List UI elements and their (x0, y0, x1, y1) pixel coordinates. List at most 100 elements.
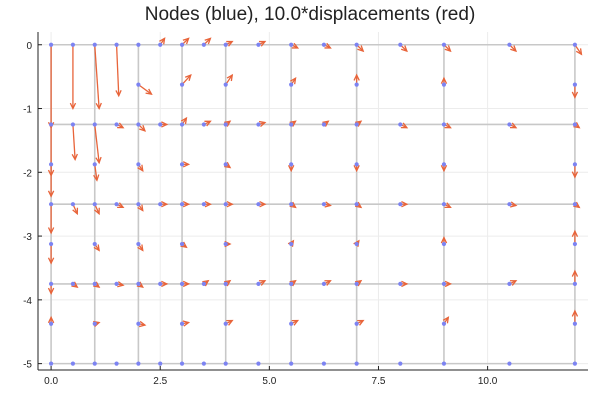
node-point (179, 281, 185, 287)
node-point (256, 281, 261, 287)
node-point (114, 361, 119, 366)
arrow-head (571, 229, 579, 237)
arrow-head (571, 171, 579, 179)
node-point (572, 281, 578, 287)
node-point (321, 202, 327, 207)
arrow-head (180, 241, 188, 249)
node-point (158, 281, 163, 287)
node-point (223, 202, 228, 207)
arrow-head (47, 257, 55, 265)
node-point (398, 202, 403, 207)
node-point (256, 42, 261, 47)
node-point (158, 122, 163, 127)
arrow-head (226, 319, 234, 326)
node-point (114, 281, 119, 287)
node-point (136, 281, 141, 287)
node-point (48, 321, 54, 326)
node-point (398, 281, 403, 287)
node-point (114, 122, 119, 127)
node-point (179, 321, 185, 326)
arrow-head (71, 153, 78, 162)
node-point (48, 361, 54, 366)
arrow-head (357, 45, 365, 53)
node-point (92, 321, 97, 326)
node-point (48, 42, 54, 47)
arrow-head (47, 287, 55, 295)
grid-layer (38, 32, 588, 370)
arrow-head (509, 122, 518, 129)
x-tick-label: 10.0 (478, 376, 498, 387)
chart-title: Nodes (blue), 10.0*displacements (red) (145, 4, 476, 25)
node-point (507, 361, 512, 366)
node-point (158, 42, 163, 47)
node-point (48, 241, 54, 247)
arrow-head (258, 40, 267, 47)
node-point (179, 202, 185, 207)
axis-layer: 0.0 2.5 5.0 7.5 10.0 0 -1 -2 -3 -4 -5 (23, 32, 588, 387)
arrow-head (94, 207, 100, 216)
node-point (354, 82, 359, 87)
displacement-arrow (47, 164, 55, 198)
node-point (92, 281, 97, 287)
node-point (201, 281, 206, 287)
arrow-head (258, 120, 267, 128)
arrow-shaft (115, 44, 120, 96)
arrow-head (69, 102, 77, 111)
arrow-head (224, 120, 232, 127)
arrow-head (322, 120, 330, 127)
arrow-head (136, 281, 144, 288)
node-point (48, 281, 54, 287)
node-point (70, 42, 76, 47)
node-point (572, 42, 578, 47)
arrow-head (442, 316, 450, 324)
arrow-shaft (94, 44, 100, 109)
node-point (223, 162, 228, 167)
node-point (136, 321, 141, 326)
displacement-arrow (94, 44, 102, 111)
arrow-head (324, 42, 332, 49)
node-point (136, 241, 141, 247)
node-point (289, 42, 294, 47)
displacement-arrow (138, 84, 153, 96)
node-point (223, 82, 228, 87)
arrow-head (440, 76, 448, 84)
node-point (321, 42, 327, 47)
arrow-head (401, 200, 409, 208)
displacement-arrow (71, 124, 78, 162)
node-point (321, 281, 327, 287)
node-point (223, 122, 228, 127)
x-tick-label: 2.5 (153, 376, 167, 387)
arrow-head (180, 116, 188, 125)
arrow-head (226, 40, 234, 47)
y-tick-label: -4 (23, 296, 32, 307)
arrow-head (117, 281, 125, 288)
arrow-head (573, 201, 581, 209)
node-point (398, 361, 403, 366)
node-point (223, 281, 228, 287)
node-point (70, 202, 76, 207)
arrow-head (182, 320, 191, 327)
node-point (92, 122, 97, 127)
arrow-head (440, 236, 448, 244)
displacement-arrow (571, 269, 579, 284)
arrow-head (137, 164, 144, 172)
arrow-head (287, 165, 295, 173)
arrow-head (95, 102, 102, 111)
mesh-layer (50, 43, 576, 365)
displacement-arrow (115, 44, 122, 98)
node-point (48, 162, 54, 167)
node-point (321, 122, 327, 127)
node-point (256, 361, 261, 366)
node-point (201, 42, 206, 47)
y-tick-label: -3 (23, 232, 32, 243)
node-point (223, 42, 228, 47)
arrow-head (510, 45, 518, 53)
arrow-head (182, 280, 191, 288)
arrow-head (357, 319, 365, 326)
y-tick-label: -2 (23, 168, 32, 179)
node-point (289, 361, 294, 366)
node-point (70, 122, 76, 127)
arrow-head (226, 73, 234, 82)
displacement-arrow (571, 229, 579, 245)
